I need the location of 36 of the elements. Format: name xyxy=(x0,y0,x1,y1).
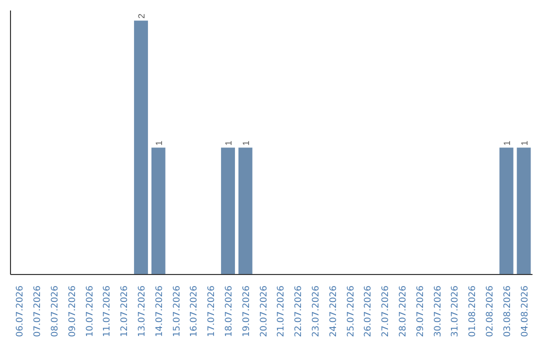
data-label: 1 xyxy=(240,140,251,146)
data-label: 1 xyxy=(502,140,512,146)
x-tick-label: 21.07.2026 xyxy=(276,285,287,338)
x-tick-label: 14.07.2026 xyxy=(154,285,165,338)
x-tick-label: 20.07.2026 xyxy=(259,285,270,338)
x-tick-label: 19.07.2026 xyxy=(242,285,252,338)
x-tick-label: 15.07.2026 xyxy=(172,285,182,338)
x-tick-label: 24.07.2026 xyxy=(328,285,339,338)
data-label: 1 xyxy=(224,140,234,146)
x-tick-label: 26.07.2026 xyxy=(364,285,374,338)
x-tick-label: 08.07.2026 xyxy=(50,285,60,338)
x-tick-label: 18.07.2026 xyxy=(224,285,234,338)
x-tick-label: 10.07.2026 xyxy=(85,285,96,338)
x-tick-label: 02.08.2026 xyxy=(486,285,496,338)
x-tick-label: 25.07.2026 xyxy=(346,285,356,338)
x-tick-label: 17.07.2026 xyxy=(207,285,218,338)
x-tick-label: 04.08.2026 xyxy=(520,285,530,338)
x-tick-label: 28.07.2026 xyxy=(398,285,408,338)
x-tick-label: 22.07.2026 xyxy=(294,285,304,338)
x-tick-label: 11.07.2026 xyxy=(102,285,113,338)
x-tick-label: 06.07.2026 xyxy=(16,285,26,338)
x-tick-label: 30.07.2026 xyxy=(433,285,444,338)
data-label: 2 xyxy=(136,14,146,19)
x-tick-label: 27.07.2026 xyxy=(381,285,392,338)
x-tick-label: 13.07.2026 xyxy=(138,285,148,338)
x-tick-label: 03.08.2026 xyxy=(502,285,513,338)
x-tick-label: 01.08.2026 xyxy=(468,285,478,338)
x-tick-label: 23.07.2026 xyxy=(312,285,322,338)
data-label: 1 xyxy=(519,140,530,146)
x-tick-label: 12.07.2026 xyxy=(120,285,130,338)
x-tick-label: 09.07.2026 xyxy=(68,285,78,338)
x-tick-label: 16.07.2026 xyxy=(190,285,200,338)
x-tick-label: 07.07.2026 xyxy=(33,285,44,338)
x-tick-label: 31.07.2026 xyxy=(450,285,461,338)
x-tick-label: 29.07.2026 xyxy=(416,285,426,338)
data-label: 1 xyxy=(154,140,164,146)
